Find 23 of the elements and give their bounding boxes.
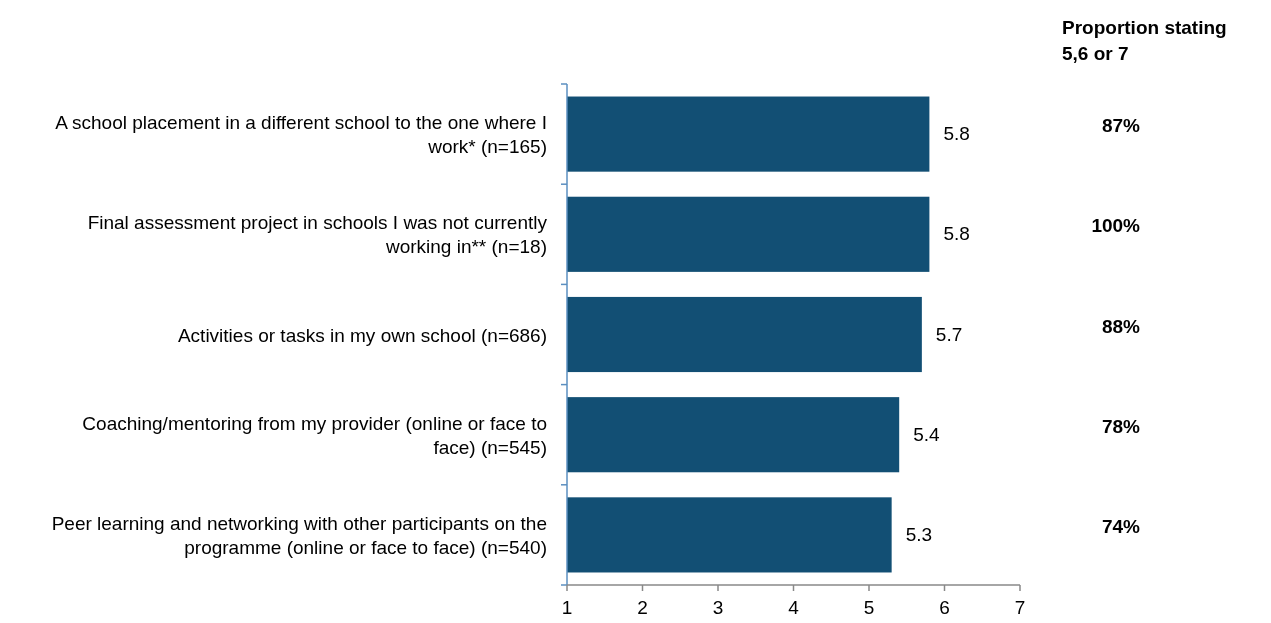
data-label: 5.8 bbox=[943, 123, 970, 145]
y-tick-label: A school placement in a different school to the one where I work* (n=165) bbox=[55, 112, 547, 158]
x-tick-label: 5 bbox=[863, 597, 875, 618]
text: 87% bbox=[1101, 115, 1141, 137]
x-tick-label: 2 bbox=[637, 597, 648, 618]
text: 88% bbox=[1101, 315, 1141, 337]
x-tick-label: 3 bbox=[712, 597, 724, 618]
y-tick-label: Coaching/mentoring from my provider (online or face to face) (n=545) bbox=[82, 412, 547, 458]
text: 74% bbox=[1101, 515, 1141, 537]
y-tick-label: Activities or tasks in my own school (n=686) bbox=[177, 324, 547, 346]
text: 78% bbox=[1101, 415, 1141, 437]
x-tick-label: 1 bbox=[561, 597, 573, 618]
x-tick-label: 4 bbox=[788, 597, 800, 618]
y-tick-label: Final assessment project in schools I was not currently working in** (n=18) bbox=[87, 212, 548, 258]
data-label: 5.7 bbox=[935, 323, 963, 345]
data-label: 5.3 bbox=[905, 523, 933, 545]
data-label: 5.8 bbox=[943, 223, 970, 245]
data-label: 5.4 bbox=[913, 423, 941, 445]
x-tick-label: 6 bbox=[939, 597, 950, 618]
text: 100% bbox=[1091, 215, 1141, 237]
text: Proportion stating 5,6 or 7 bbox=[1062, 17, 1227, 64]
x-tick-label: 7 bbox=[1014, 597, 1026, 618]
y-tick-label: Peer learning and networking with other participants on the programme (online or face to face) (n=540) bbox=[51, 512, 547, 558]
